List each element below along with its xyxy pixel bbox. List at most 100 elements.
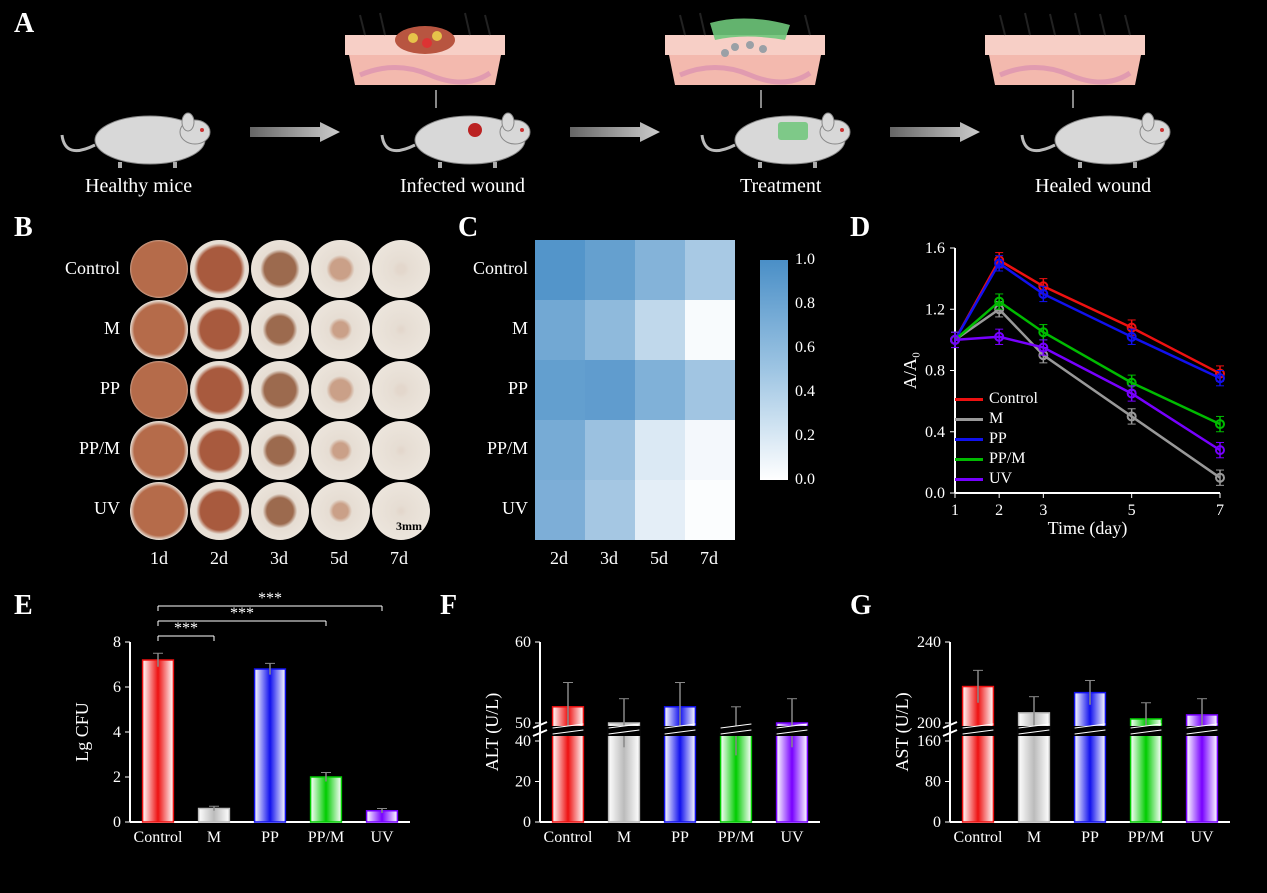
wound-image [372,421,430,479]
heatmap-cell [635,300,685,360]
wound-image [311,482,369,540]
heatmap-cell [635,420,685,480]
panel-b-row-label: PP/M [20,438,120,459]
heatmap-cell [685,480,735,540]
panel-b-row-label: UV [20,498,120,519]
svg-text:4: 4 [113,724,121,741]
heatmap-cell [585,480,635,540]
svg-text:UV: UV [370,829,394,846]
arrow-icon [570,122,660,142]
wound-image [190,300,248,358]
colorbar [760,260,788,480]
panel-b-col-label: 3d [250,548,308,569]
heatmap-cell [635,480,685,540]
skin-healed [975,5,1155,95]
heatmap-cell [535,300,585,360]
stage-label-3: Healed wound [1035,175,1151,198]
svg-text:200: 200 [917,715,941,732]
svg-text:AST (U/L): AST (U/L) [892,692,913,771]
colorbar-tick: 0.8 [795,295,815,313]
wound-image [311,421,369,479]
panel-b-row-label: M [20,318,120,339]
heatmap-cell [685,300,735,360]
wound-image [190,421,248,479]
svg-text:Control: Control [134,829,183,846]
panel-c-row-label: PP [458,378,528,399]
panel-b-col-label: 2d [190,548,248,569]
heatmap-cell [535,480,585,540]
svg-text:1.6: 1.6 [925,240,945,257]
skin-treatment [655,5,835,95]
wound-image [130,421,188,479]
wound-image [190,482,248,540]
wound-image [372,361,430,419]
panel-c-row-label: UV [458,498,528,519]
svg-text:7: 7 [1216,502,1224,519]
svg-text:PP: PP [671,829,689,846]
bar-chart-alt: 020405060ControlMPPPP/MUVALT (U/L) [480,612,830,872]
colorbar-tick: 1.0 [795,251,815,269]
svg-text:***: *** [258,590,282,607]
svg-text:UV: UV [1190,829,1214,846]
stage-label-2: Treatment [740,175,821,198]
wound-image [190,361,248,419]
wound-image [372,240,430,298]
panel-letter-a: A [14,8,34,40]
svg-text:UV: UV [780,829,804,846]
svg-text:0.0: 0.0 [925,485,945,502]
wound-image-grid: 3mm [130,240,430,540]
legend-item: M [955,410,1038,428]
panel-b-col-label: 1d [130,548,188,569]
svg-text:***: *** [174,620,198,637]
panel-b-row-label: Control [20,258,120,279]
panel-c-col-label: 2d [535,548,583,569]
svg-text:6: 6 [113,679,121,696]
panel-b-col-label: 5d [310,548,368,569]
colorbar-tick: 0.6 [795,339,815,357]
heatmap-cell [635,360,685,420]
panel-b-col-label: 7d [370,548,428,569]
heatmap-cell [535,360,585,420]
svg-text:2: 2 [995,502,1003,519]
svg-text:Control: Control [954,829,1003,846]
legend-item: PP/M [955,450,1038,468]
heatmap-cell [585,240,635,300]
wound-image [311,240,369,298]
svg-text:0: 0 [113,814,121,831]
panel-letter-b: B [14,212,33,244]
svg-text:80: 80 [925,774,941,791]
stage-label-0: Healthy mice [85,175,192,198]
svg-text:PP: PP [1081,829,1099,846]
panel-letter-g: G [850,590,872,622]
panel-c-row-label: PP/M [458,438,528,459]
wound-image [251,240,309,298]
bar-chart-cfu: 02468ControlMPPPP/MUVLg CFU********* [70,612,420,872]
svg-text:PP: PP [261,829,279,846]
heatmap-cell [535,420,585,480]
legend-panel-d: ControlMPPPP/MUV [955,390,1038,490]
wound-image [251,482,309,540]
svg-text:***: *** [230,605,254,622]
svg-text:0: 0 [933,814,941,831]
mouse-infected [380,90,540,170]
legend-item: PP [955,430,1038,448]
svg-text:8: 8 [113,634,121,651]
arrow-icon [890,122,980,142]
svg-text:0.4: 0.4 [925,424,945,441]
line-chart-area-ratio: 0.00.40.81.21.612357A/A₀Time (day) [900,238,1230,538]
colorbar-tick: 0.4 [795,383,815,401]
svg-text:0.8: 0.8 [925,363,945,380]
svg-text:PP/M: PP/M [308,829,344,846]
wound-image [130,240,188,298]
scale-bar-text: 3mm [396,519,422,534]
heatmap-cell [585,300,635,360]
svg-text:PP/M: PP/M [1128,829,1164,846]
panel-c-col-label: 5d [635,548,683,569]
mouse-healed [1020,90,1180,170]
arrow-icon [250,122,340,142]
leader-line [435,90,437,108]
svg-text:M: M [1027,829,1041,846]
svg-text:2: 2 [113,769,121,786]
wound-image [372,300,430,358]
legend-item: Control [955,390,1038,408]
